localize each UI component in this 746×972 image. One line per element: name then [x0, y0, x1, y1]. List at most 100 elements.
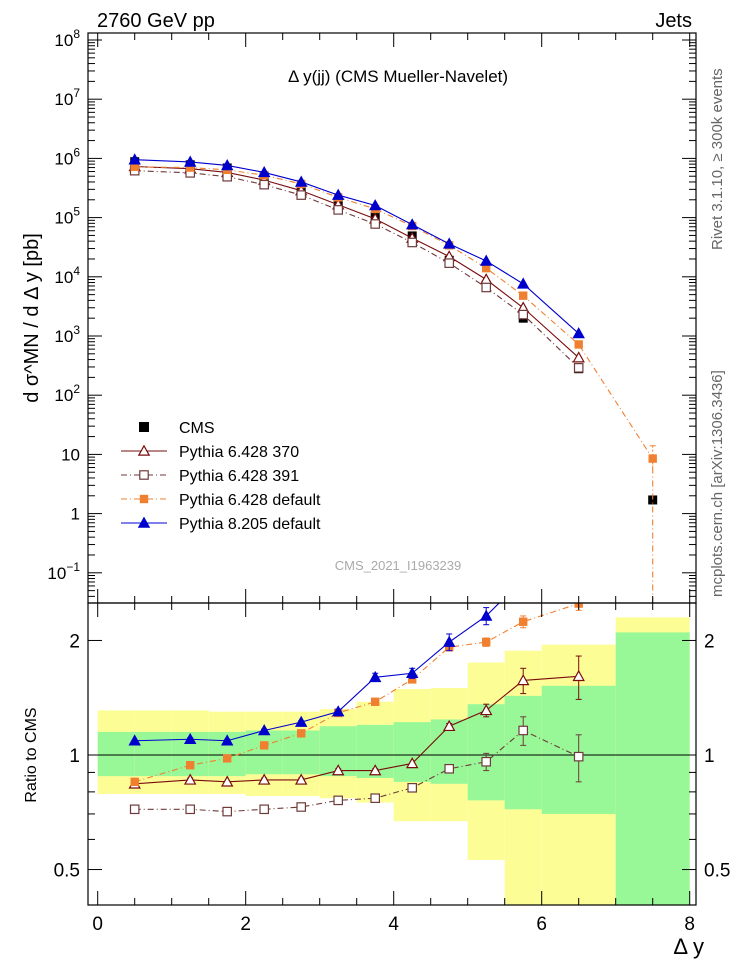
legend-marker: [139, 470, 149, 480]
legend-label: Pythia 6.428 391: [179, 468, 299, 485]
ratio-point: [368, 764, 382, 776]
series-point: [257, 165, 271, 178]
series-point: [128, 153, 141, 165]
ratio-point: [442, 635, 456, 647]
inner-band: [245, 730, 283, 775]
ratio-point: [294, 773, 308, 785]
series-point: [574, 340, 583, 349]
ratio-point: [405, 757, 419, 769]
legend-marker: [137, 444, 151, 456]
ratio-line: [134, 675, 579, 785]
ratio-line: [134, 729, 579, 813]
ratio-tick-label-right: 2: [704, 631, 715, 652]
main-plot: Δ y(jj) (CMS Mueller-Navelet) d σ^MN / d…: [21, 27, 697, 604]
ratio-point: [222, 806, 232, 817]
watermark: CMS_2021_I1963239: [335, 558, 462, 573]
ratio-pythia-8-205-default: [128, 603, 500, 746]
mcplots-side-label: mcplots.cern.ch [arXiv:1306.3436]: [709, 370, 726, 597]
inner-band: [97, 731, 135, 777]
series-point: [333, 205, 343, 215]
ratio-y-ticks: 0.5 0.5 1 1 2 2: [54, 631, 731, 881]
inner-band: [467, 704, 505, 801]
series-pythia-8-205-default: [128, 153, 585, 339]
ratio-series-layer: [128, 603, 585, 817]
ratio-frame: [87, 602, 697, 906]
series-point: [572, 327, 585, 339]
main-series-layer: [128, 153, 658, 603]
x-tick-label: 0: [92, 914, 103, 935]
ratio-point: [516, 674, 530, 686]
y-tick-label: 10−1: [47, 560, 80, 583]
ratio-tick-label: 0.5: [54, 861, 80, 882]
ratio-point: [257, 773, 271, 785]
ratio-line: [134, 603, 500, 742]
ratio-point: [572, 669, 585, 682]
ratio-point: [257, 724, 271, 736]
y-tick-label: 104: [54, 264, 80, 287]
series-point: [572, 351, 585, 363]
ratio-point: [444, 763, 454, 774]
ratio-point: [518, 725, 528, 736]
ratio-point: [129, 804, 140, 815]
ratio-point: [573, 751, 584, 762]
ratio-point: [259, 804, 269, 815]
series-point: [370, 219, 380, 229]
ratio-point: [294, 715, 308, 727]
x-axis-label: Δ y: [673, 934, 704, 959]
main-y-ticks: 10−1 1 10 102 103 104 105 106 107 108: [47, 27, 696, 597]
header-energy-label: 2760 GeV pp: [97, 10, 215, 32]
x-axis-ticks: 0 2 4 6 8: [92, 33, 695, 935]
ratio-point: [331, 764, 345, 776]
series-point: [481, 282, 491, 293]
ratio-tick-label: 2: [69, 631, 80, 652]
ratio-point: [405, 666, 419, 679]
ratio-pythia-6-428-391: [129, 716, 584, 817]
ratio-point: [297, 729, 306, 738]
ratio-point: [479, 609, 493, 621]
series-line: [134, 165, 580, 359]
header-jets-label: Jets: [655, 10, 692, 32]
series-line: [134, 159, 580, 334]
series-point: [516, 277, 530, 289]
ratio-point: [368, 670, 382, 683]
ratio-pythia-6-428-370: [128, 655, 585, 789]
series-point: [220, 159, 234, 171]
inner-band: [615, 632, 690, 905]
default-last-error: [649, 445, 656, 468]
series-point: [442, 237, 456, 249]
series-point: [296, 190, 306, 200]
legend-label: CMS: [179, 420, 215, 437]
ratio-point: [518, 617, 528, 626]
series-point: [368, 199, 382, 211]
series-point: [479, 254, 493, 266]
ratio-point: [371, 697, 380, 706]
ratio-point: [296, 802, 306, 812]
legend-label: Pythia 6.428 default: [179, 492, 321, 509]
legend-entry: Pythia 6.428 391: [121, 468, 299, 485]
series-point: [444, 258, 454, 268]
legend-entry: Pythia 6.428 default: [121, 492, 321, 509]
ratio-tick-label-right: 1: [704, 746, 715, 767]
ratio-point: [130, 777, 139, 787]
y-tick-label: 106: [54, 145, 80, 168]
ratio-plot: 0.5 0.5 1 1 2 2 0 2 4 6 8 Ratio to CMS Δ y: [23, 33, 730, 959]
ratio-point: [407, 782, 417, 793]
series-pythia-6-428-391: [129, 165, 584, 373]
ratio-point: [331, 705, 345, 717]
x-tick-label: 6: [536, 914, 547, 935]
series-point: [331, 188, 345, 200]
ratio-point: [482, 637, 491, 647]
series-point: [479, 273, 493, 285]
ratio-point: [183, 732, 197, 745]
series-point: [294, 175, 308, 187]
series-point: [183, 155, 197, 167]
ratio-point: [185, 804, 195, 815]
x-tick-label: 8: [684, 914, 695, 935]
cms-data-point: [648, 495, 658, 505]
ratio-point: [223, 754, 232, 763]
y-tick-label: 107: [54, 86, 80, 109]
y-tick-label: 102: [54, 382, 80, 405]
inner-band: [134, 731, 172, 777]
ratio-tick-label-right: 0.5: [704, 861, 730, 882]
